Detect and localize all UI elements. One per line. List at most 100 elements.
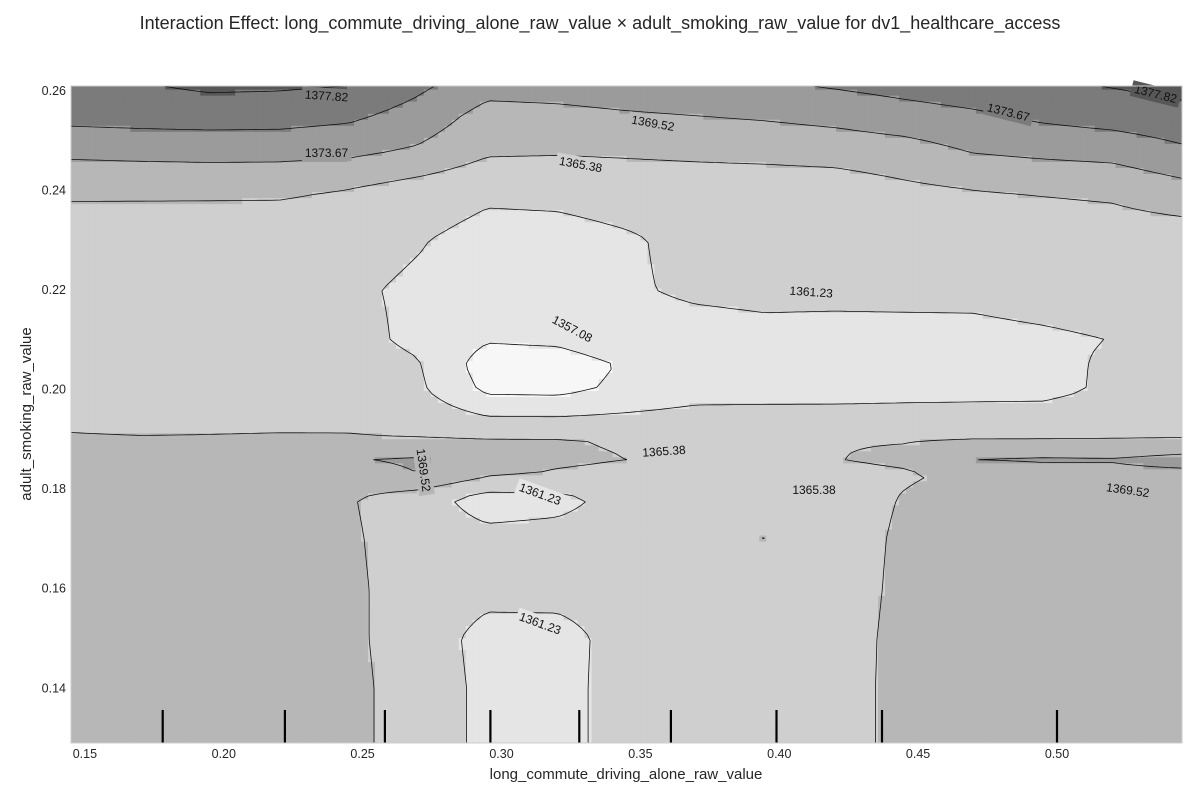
contour-cell	[479, 673, 488, 681]
contour-cell	[305, 739, 313, 743]
contour-cell	[514, 649, 523, 657]
contour-cell	[808, 739, 816, 743]
contour-cell	[1108, 565, 1117, 572]
contour-cell	[458, 685, 467, 693]
contour-cell	[857, 619, 865, 627]
contour-cell	[975, 589, 984, 596]
contour-cell	[612, 703, 621, 711]
contour-cell	[395, 703, 404, 711]
contour-cell	[109, 685, 118, 693]
contour-cell	[878, 625, 886, 633]
contour-cell	[1045, 649, 1054, 657]
contour-cell	[703, 625, 711, 633]
contour-cell	[1052, 595, 1061, 602]
contour-cell	[822, 739, 830, 743]
contour-cell	[871, 589, 879, 596]
contour-cell	[472, 679, 481, 687]
contour-cell	[102, 577, 111, 584]
contour-cell	[878, 691, 886, 699]
contour-cell	[1129, 691, 1138, 699]
contour-cell	[738, 631, 746, 639]
contour-cell	[333, 607, 341, 615]
contour-cell	[1017, 571, 1026, 578]
contour-cell	[612, 571, 621, 578]
contour-cell	[402, 673, 411, 681]
contour-cell	[619, 571, 628, 578]
contour-cell	[899, 739, 907, 743]
contour-cell	[647, 577, 656, 584]
contour-cell	[360, 631, 369, 639]
contour-cell	[1017, 655, 1026, 663]
contour-cell	[1031, 649, 1040, 657]
contour-cell	[200, 631, 208, 639]
contour-cell	[954, 631, 963, 639]
contour-cell	[319, 649, 327, 657]
contour-cell	[74, 553, 83, 560]
contour-cell	[1073, 685, 1082, 693]
contour-cell	[172, 679, 180, 687]
contour-cell	[235, 691, 243, 699]
contour-cell	[200, 703, 208, 711]
contour-cell	[95, 607, 104, 615]
contour-cell	[186, 721, 194, 729]
contour-cell	[591, 589, 600, 596]
contour-cell	[151, 721, 159, 729]
contour-cell	[989, 577, 998, 584]
contour-cell	[829, 607, 837, 615]
contour-cell	[353, 619, 362, 627]
contour-cell	[661, 637, 670, 645]
contour-cell	[381, 655, 390, 663]
contour-cell	[291, 601, 299, 608]
contour-cell	[626, 565, 635, 572]
contour-cell	[228, 601, 236, 608]
contour-cell	[926, 631, 935, 639]
contour-cell	[996, 697, 1005, 705]
contour-cell	[822, 661, 830, 669]
contour-cell	[605, 583, 614, 590]
contour-cell	[829, 673, 837, 681]
contour-cell	[640, 691, 649, 699]
contour-cell	[228, 685, 236, 693]
contour-cell	[109, 589, 118, 596]
contour-cell	[1087, 715, 1096, 723]
contour-cell	[1017, 727, 1026, 735]
contour-cell	[892, 703, 900, 711]
contour-cell	[549, 613, 558, 621]
contour-cell	[535, 643, 544, 651]
contour-cell	[731, 697, 739, 705]
contour-cell	[472, 709, 481, 717]
contour-cell	[1066, 667, 1075, 675]
contour-cell	[1101, 679, 1110, 687]
contour-cell	[773, 679, 781, 687]
contour-cell	[647, 613, 656, 621]
contour-cell	[1108, 709, 1117, 717]
contour-cell	[1024, 637, 1033, 645]
contour-cell	[1080, 601, 1089, 608]
contour-cell	[1003, 733, 1012, 741]
contour-cell	[1017, 583, 1026, 590]
contour-cell	[312, 613, 320, 621]
contour-cell	[263, 655, 271, 663]
contour-cell	[1101, 631, 1110, 639]
contour-cell	[710, 589, 718, 596]
contour-cell	[81, 691, 90, 699]
contour-cell	[605, 697, 614, 705]
contour-cell	[619, 691, 628, 699]
contour-cell	[207, 601, 215, 608]
contour-cell	[926, 655, 935, 663]
contour-cell	[1024, 589, 1033, 596]
contour-cell	[724, 679, 732, 687]
contour-cell	[836, 619, 844, 627]
contour-cell	[661, 595, 670, 602]
contour-cell	[1087, 595, 1096, 602]
contour-cell	[598, 673, 607, 681]
contour-cell	[1164, 619, 1173, 627]
contour-cell	[388, 685, 397, 693]
contour-cell	[542, 613, 551, 621]
contour-cell	[549, 715, 558, 723]
contour-cell	[940, 583, 949, 590]
contour-cell	[752, 577, 760, 584]
contour-cell	[570, 667, 579, 675]
contour-cell	[1024, 583, 1033, 590]
contour-cell	[1059, 589, 1068, 596]
